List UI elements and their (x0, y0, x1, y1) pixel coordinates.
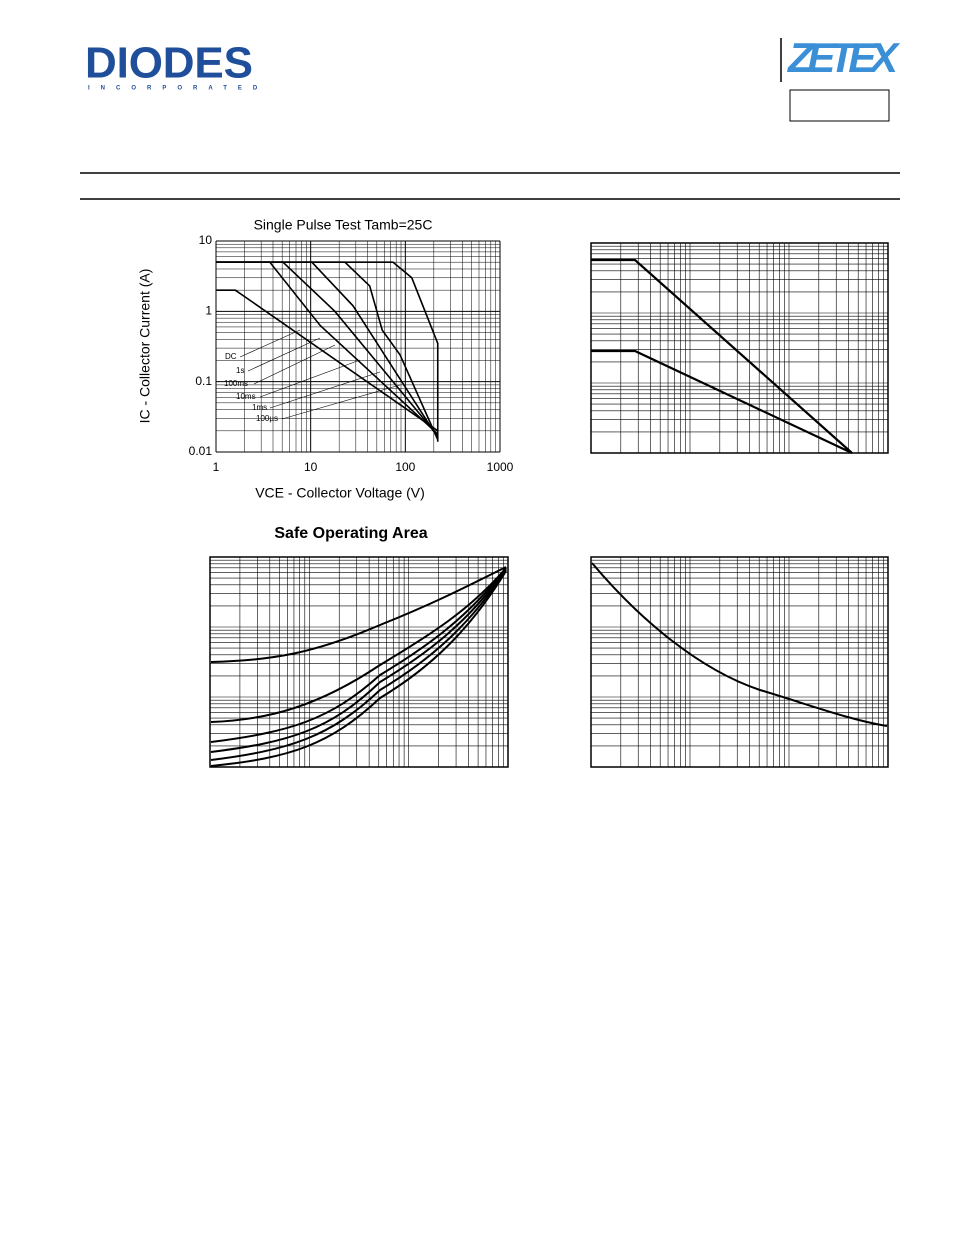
series-line (216, 261, 439, 439)
series-line (216, 261, 439, 442)
graph-grids (209, 243, 888, 768)
series-label: 100µs (256, 414, 278, 423)
y-tick-label: 10 (199, 233, 213, 247)
x-axis-label: VCE - Collector Voltage (V) (255, 485, 425, 501)
series-label: 1ms (252, 403, 267, 412)
x-tick-label: 1000 (487, 460, 514, 474)
part-box (789, 89, 890, 122)
series-label: 100ms (224, 379, 248, 388)
y-tick-label: 0.1 (195, 374, 212, 388)
logo-diodes: DIODES (85, 39, 253, 88)
series-line (216, 289, 439, 432)
legend-leaders (239, 329, 401, 420)
y-axis-label: IC - Collector Current (A) (137, 269, 153, 424)
series-label: DC (225, 352, 237, 361)
x-tick-label: 100 (395, 460, 415, 474)
y-tick-label: 1 (205, 304, 212, 318)
chart-caption: Safe Operating Area (274, 525, 427, 542)
logo-diodes-sub: INCORPORATED (88, 86, 268, 92)
y-tick-label: 0.01 (189, 444, 213, 458)
logo-zetex: ZETEX (787, 34, 901, 81)
series-label: 1s (236, 366, 244, 375)
series-label: 10ms (236, 392, 256, 401)
x-tick-label: 1 (213, 460, 220, 474)
graph-frames (209, 242, 889, 768)
x-tick-label: 10 (304, 460, 318, 474)
chart-title: Single Pulse Test Tamb=25C (254, 217, 433, 233)
series-line (216, 261, 439, 440)
